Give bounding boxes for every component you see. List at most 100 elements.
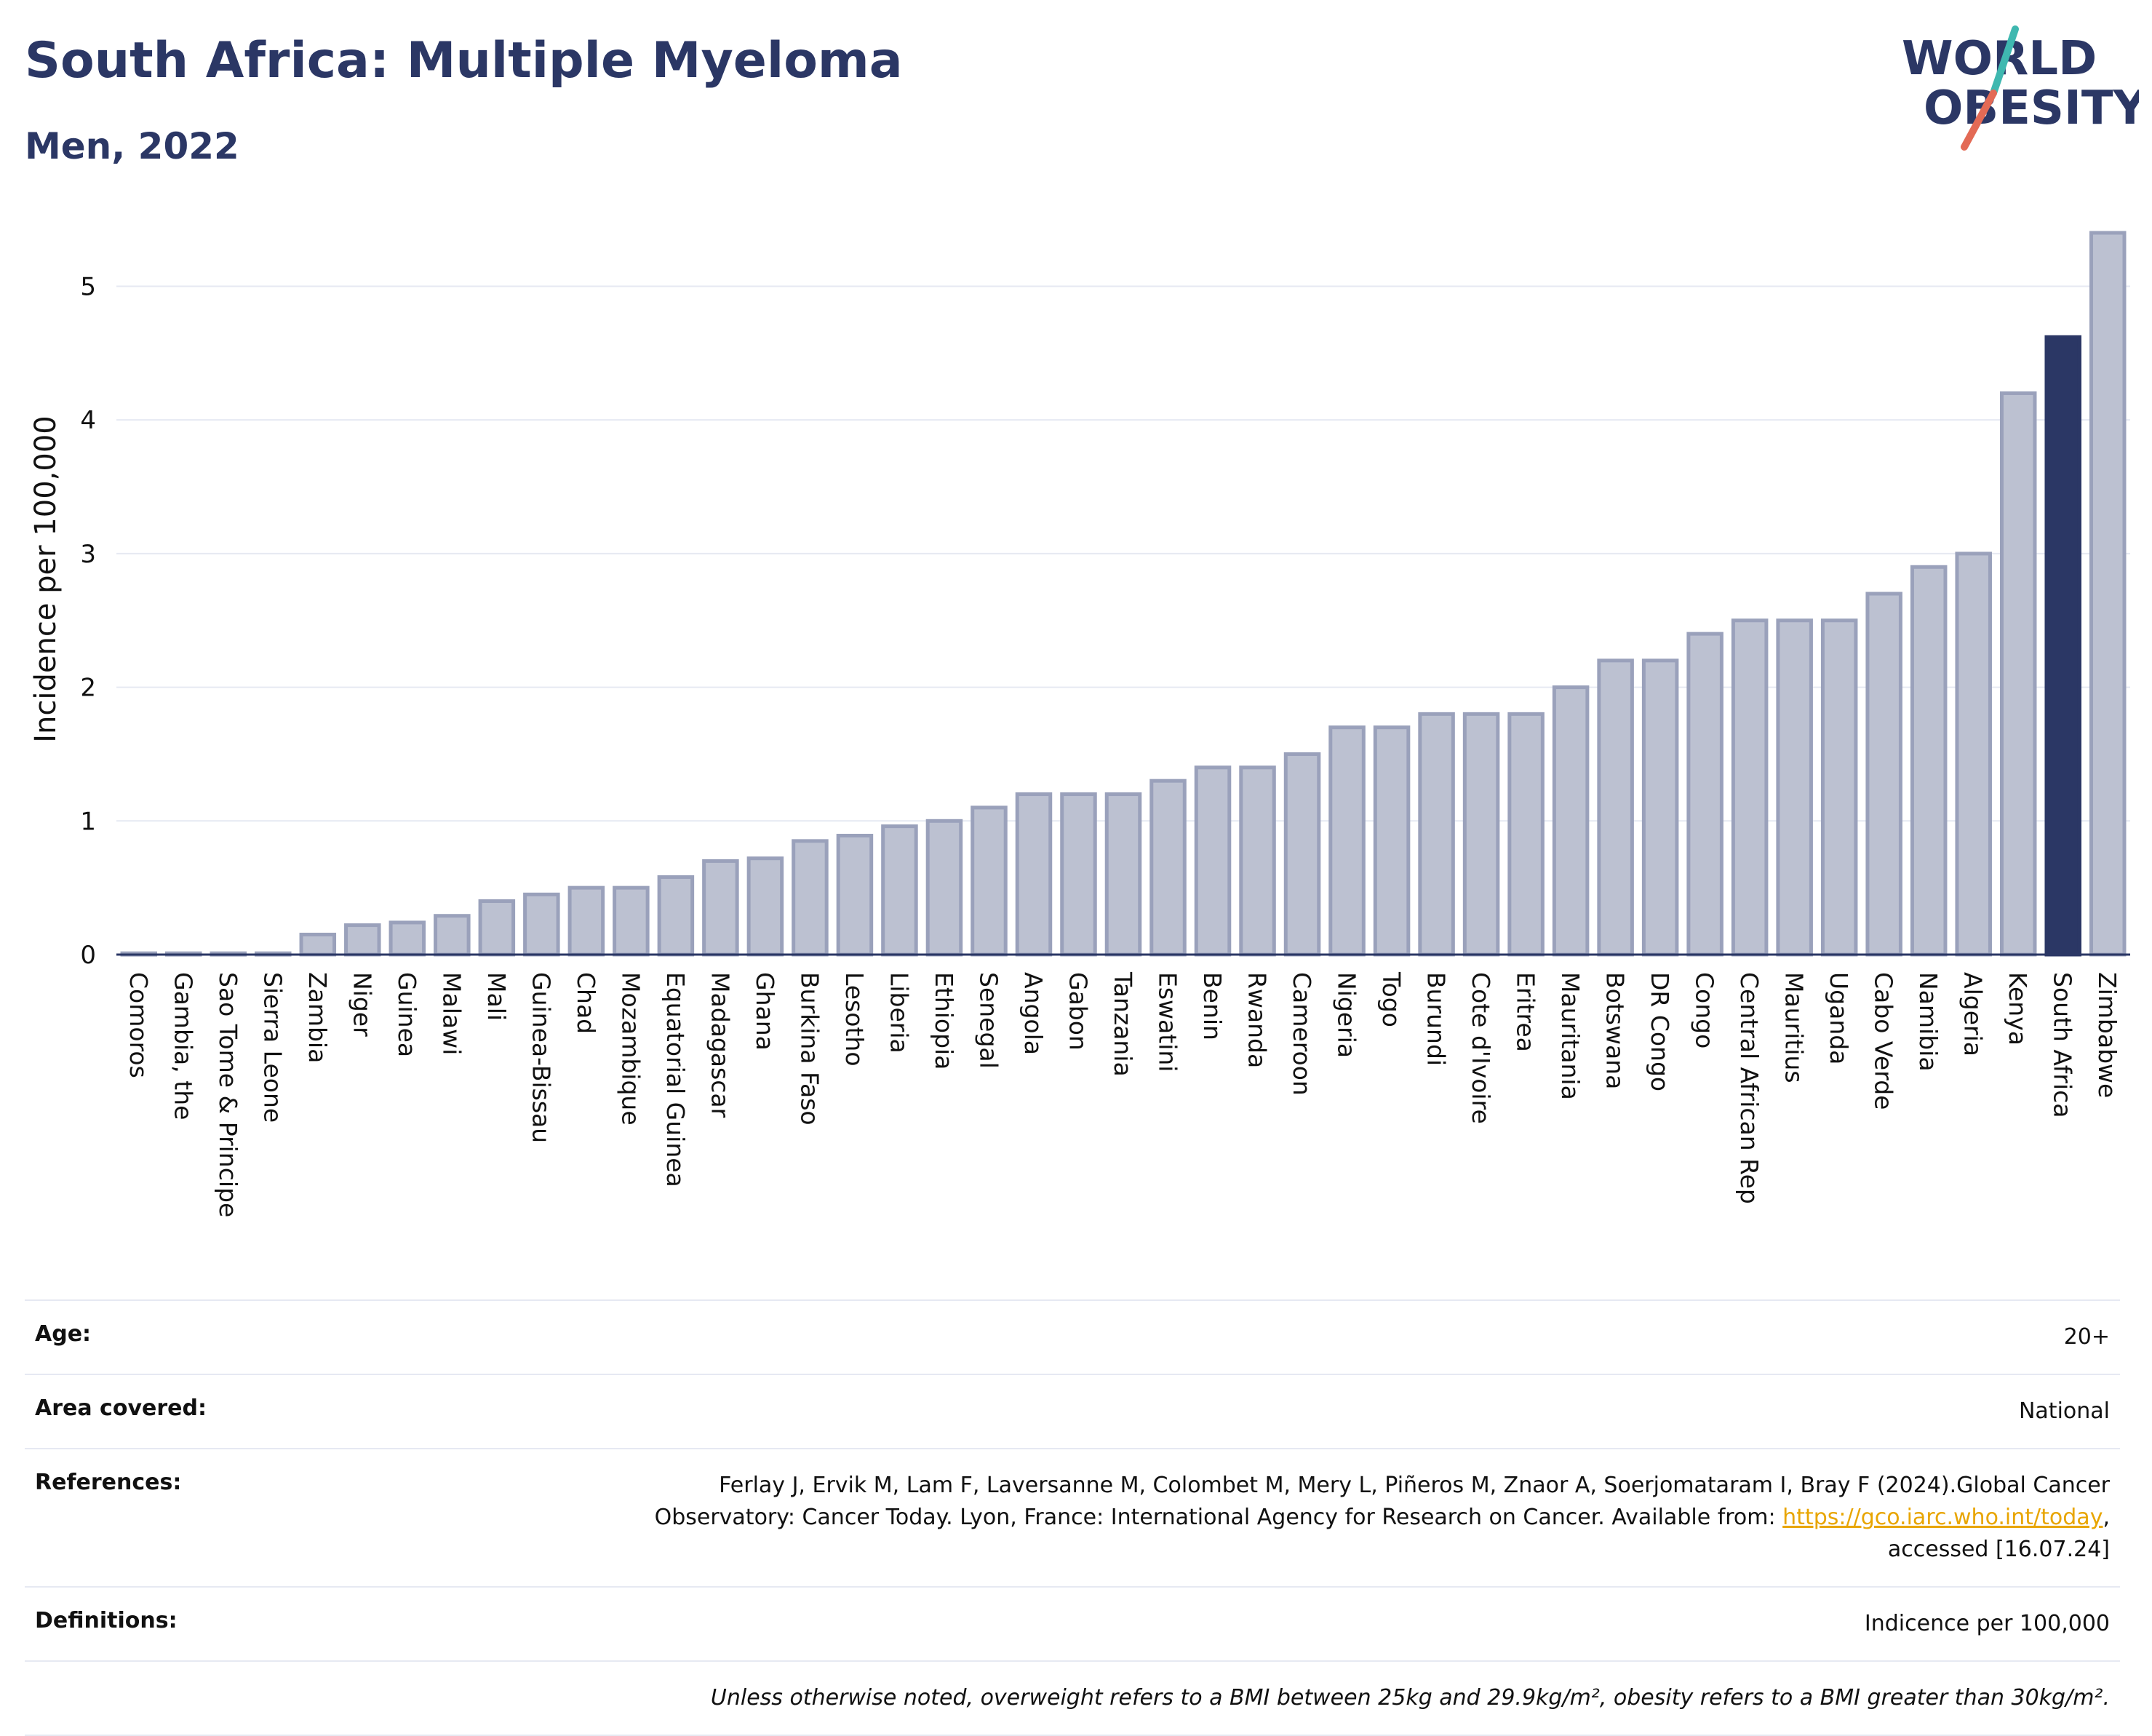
bar bbox=[344, 923, 381, 957]
x-tick-label: Senegal bbox=[974, 972, 1003, 1069]
x-tick-label: Ethiopia bbox=[930, 972, 958, 1070]
x-tick-label: Niger bbox=[348, 972, 376, 1037]
x-tick-label: Mozambique bbox=[616, 972, 645, 1126]
y-axis-title: Incidence per 100,000 bbox=[29, 415, 63, 743]
bar bbox=[1015, 792, 1053, 957]
bar bbox=[1865, 592, 1902, 957]
bar bbox=[746, 856, 784, 957]
x-tick-label: Zambia bbox=[303, 972, 332, 1063]
references-line2-end: , bbox=[2103, 1505, 2110, 1530]
definitions-value: Indicence per 100,000 bbox=[1864, 1611, 2110, 1636]
world-obesity-logo: WORLD OBESITY bbox=[1902, 25, 2139, 151]
x-tick-label: Burkina Faso bbox=[795, 972, 824, 1126]
x-tick-label: South Africa bbox=[2049, 972, 2077, 1118]
x-tick-label: Congo bbox=[1691, 972, 1719, 1048]
x-tick-label: Chad bbox=[572, 972, 600, 1034]
x-tick-label: Angola bbox=[1019, 972, 1048, 1055]
logo-text-obesity: OBESITY bbox=[1924, 81, 2139, 135]
bar bbox=[1328, 725, 1366, 957]
x-tick-label: Mauritania bbox=[1556, 972, 1585, 1100]
y-tick-label: 0 bbox=[80, 941, 96, 970]
x-tick-label: Namibia bbox=[1914, 972, 1942, 1072]
y-tick-label: 5 bbox=[80, 272, 96, 301]
references-line2: Observatory: Cancer Today. Lyon, France:… bbox=[654, 1505, 1783, 1530]
bar bbox=[299, 932, 337, 957]
x-tick-label: Rwanda bbox=[1243, 972, 1272, 1068]
x-tick-label: Gabon bbox=[1064, 972, 1092, 1051]
bar bbox=[1194, 765, 1232, 957]
area-value: National bbox=[2018, 1398, 2110, 1424]
bar bbox=[1731, 618, 1769, 957]
bar bbox=[792, 839, 829, 957]
info-table: Age: 20+ Area covered: National Referenc… bbox=[25, 1299, 2120, 1736]
bar-chart: 0 1 2 3 4 5 Comoros Gambia, the Sao Tome & Prin… bbox=[29, 231, 2130, 1217]
x-tick-label: Ghana bbox=[751, 972, 779, 1051]
bar bbox=[1776, 618, 1813, 957]
bar bbox=[1597, 658, 1634, 957]
x-tick-label: Comoros bbox=[124, 972, 153, 1078]
info-row-note: Unless otherwise noted, overweight refer… bbox=[25, 1660, 2120, 1736]
bar bbox=[1239, 765, 1276, 957]
x-tick-label: Guinea bbox=[393, 972, 421, 1057]
x-tick-label: Tanzania bbox=[1109, 971, 1137, 1077]
bar bbox=[1955, 552, 1992, 957]
bar bbox=[1104, 792, 1142, 957]
references-label: References: bbox=[35, 1470, 182, 1495]
x-tick-label: Equatorial Guinea bbox=[661, 972, 690, 1187]
x-tick-label: Madagascar bbox=[706, 972, 734, 1118]
bar bbox=[702, 859, 739, 957]
bar bbox=[836, 834, 874, 957]
y-tick-label: 3 bbox=[80, 540, 96, 569]
x-tick-label: Zimbabwe bbox=[2093, 972, 2121, 1098]
definitions-label: Definitions: bbox=[35, 1608, 178, 1633]
x-tick-label: DR Congo bbox=[1646, 972, 1674, 1091]
x-tick-label: Cameroon bbox=[1288, 972, 1316, 1096]
bar bbox=[881, 824, 918, 957]
bars bbox=[120, 231, 2127, 957]
bar bbox=[1283, 752, 1321, 957]
x-tick-label: Eswatini bbox=[1154, 972, 1182, 1072]
chart-title: South Africa: Multiple Myeloma bbox=[25, 32, 903, 89]
x-tick-label: Cote d'Ivoire bbox=[1467, 972, 1495, 1124]
bar bbox=[1507, 712, 1545, 957]
bar bbox=[971, 805, 1008, 957]
references-line1: Ferlay J, Ervik M, Lam F, Laversanne M, … bbox=[719, 1473, 2110, 1498]
x-tick-label: Uganda bbox=[1825, 972, 1853, 1064]
references-line3: accessed [16.07.24] bbox=[1887, 1537, 2110, 1562]
bar bbox=[925, 819, 963, 957]
bar bbox=[1999, 391, 2037, 957]
logo-slash-top bbox=[1990, 25, 2019, 97]
age-label: Age: bbox=[35, 1321, 92, 1347]
bar bbox=[478, 899, 516, 957]
chart-subtitle: Men, 2022 bbox=[25, 125, 239, 167]
x-tick-label: Burundi bbox=[1422, 972, 1451, 1066]
logo-slash-bottom bbox=[1961, 89, 1997, 151]
x-tick-label: Guinea-Bissau bbox=[527, 972, 555, 1143]
x-tick-label: Botswana bbox=[1601, 972, 1630, 1089]
bar bbox=[2089, 231, 2127, 957]
bar bbox=[567, 885, 605, 957]
bar bbox=[388, 920, 426, 957]
x-tick-label: Malawi bbox=[437, 972, 466, 1055]
x-tick-label: Togo bbox=[1377, 971, 1406, 1027]
bar bbox=[1373, 725, 1411, 957]
bar bbox=[1820, 618, 1858, 957]
x-tick-label: Nigeria bbox=[1333, 972, 1361, 1058]
x-axis-labels: Comoros Gambia, the Sao Tome & Principe Sie… bbox=[124, 971, 2121, 1217]
bar bbox=[657, 875, 695, 957]
info-row-references: References: Ferlay J, Ervik M, Lam F, La… bbox=[25, 1448, 2120, 1586]
y-tick-label: 1 bbox=[80, 807, 96, 836]
y-tick-label: 2 bbox=[80, 674, 96, 703]
bar bbox=[434, 914, 471, 957]
references-link[interactable]: https://gco.iarc.who.int/today bbox=[1782, 1505, 2103, 1530]
x-tick-label: Gambia, the bbox=[169, 972, 197, 1120]
info-row-definitions: Definitions: Indicence per 100,000 bbox=[25, 1586, 2120, 1660]
age-value: 20+ bbox=[2063, 1324, 2110, 1350]
x-tick-label: Mauritius bbox=[1780, 972, 1809, 1083]
references-value: Ferlay J, Ervik M, Lam F, Laversanne M, … bbox=[471, 1470, 2110, 1566]
y-tick-label: 4 bbox=[80, 406, 96, 435]
x-tick-label: Lesotho bbox=[840, 972, 869, 1067]
bar bbox=[613, 885, 650, 957]
info-row-area: Area covered: National bbox=[25, 1374, 2120, 1448]
x-tick-label: Liberia bbox=[885, 972, 913, 1054]
